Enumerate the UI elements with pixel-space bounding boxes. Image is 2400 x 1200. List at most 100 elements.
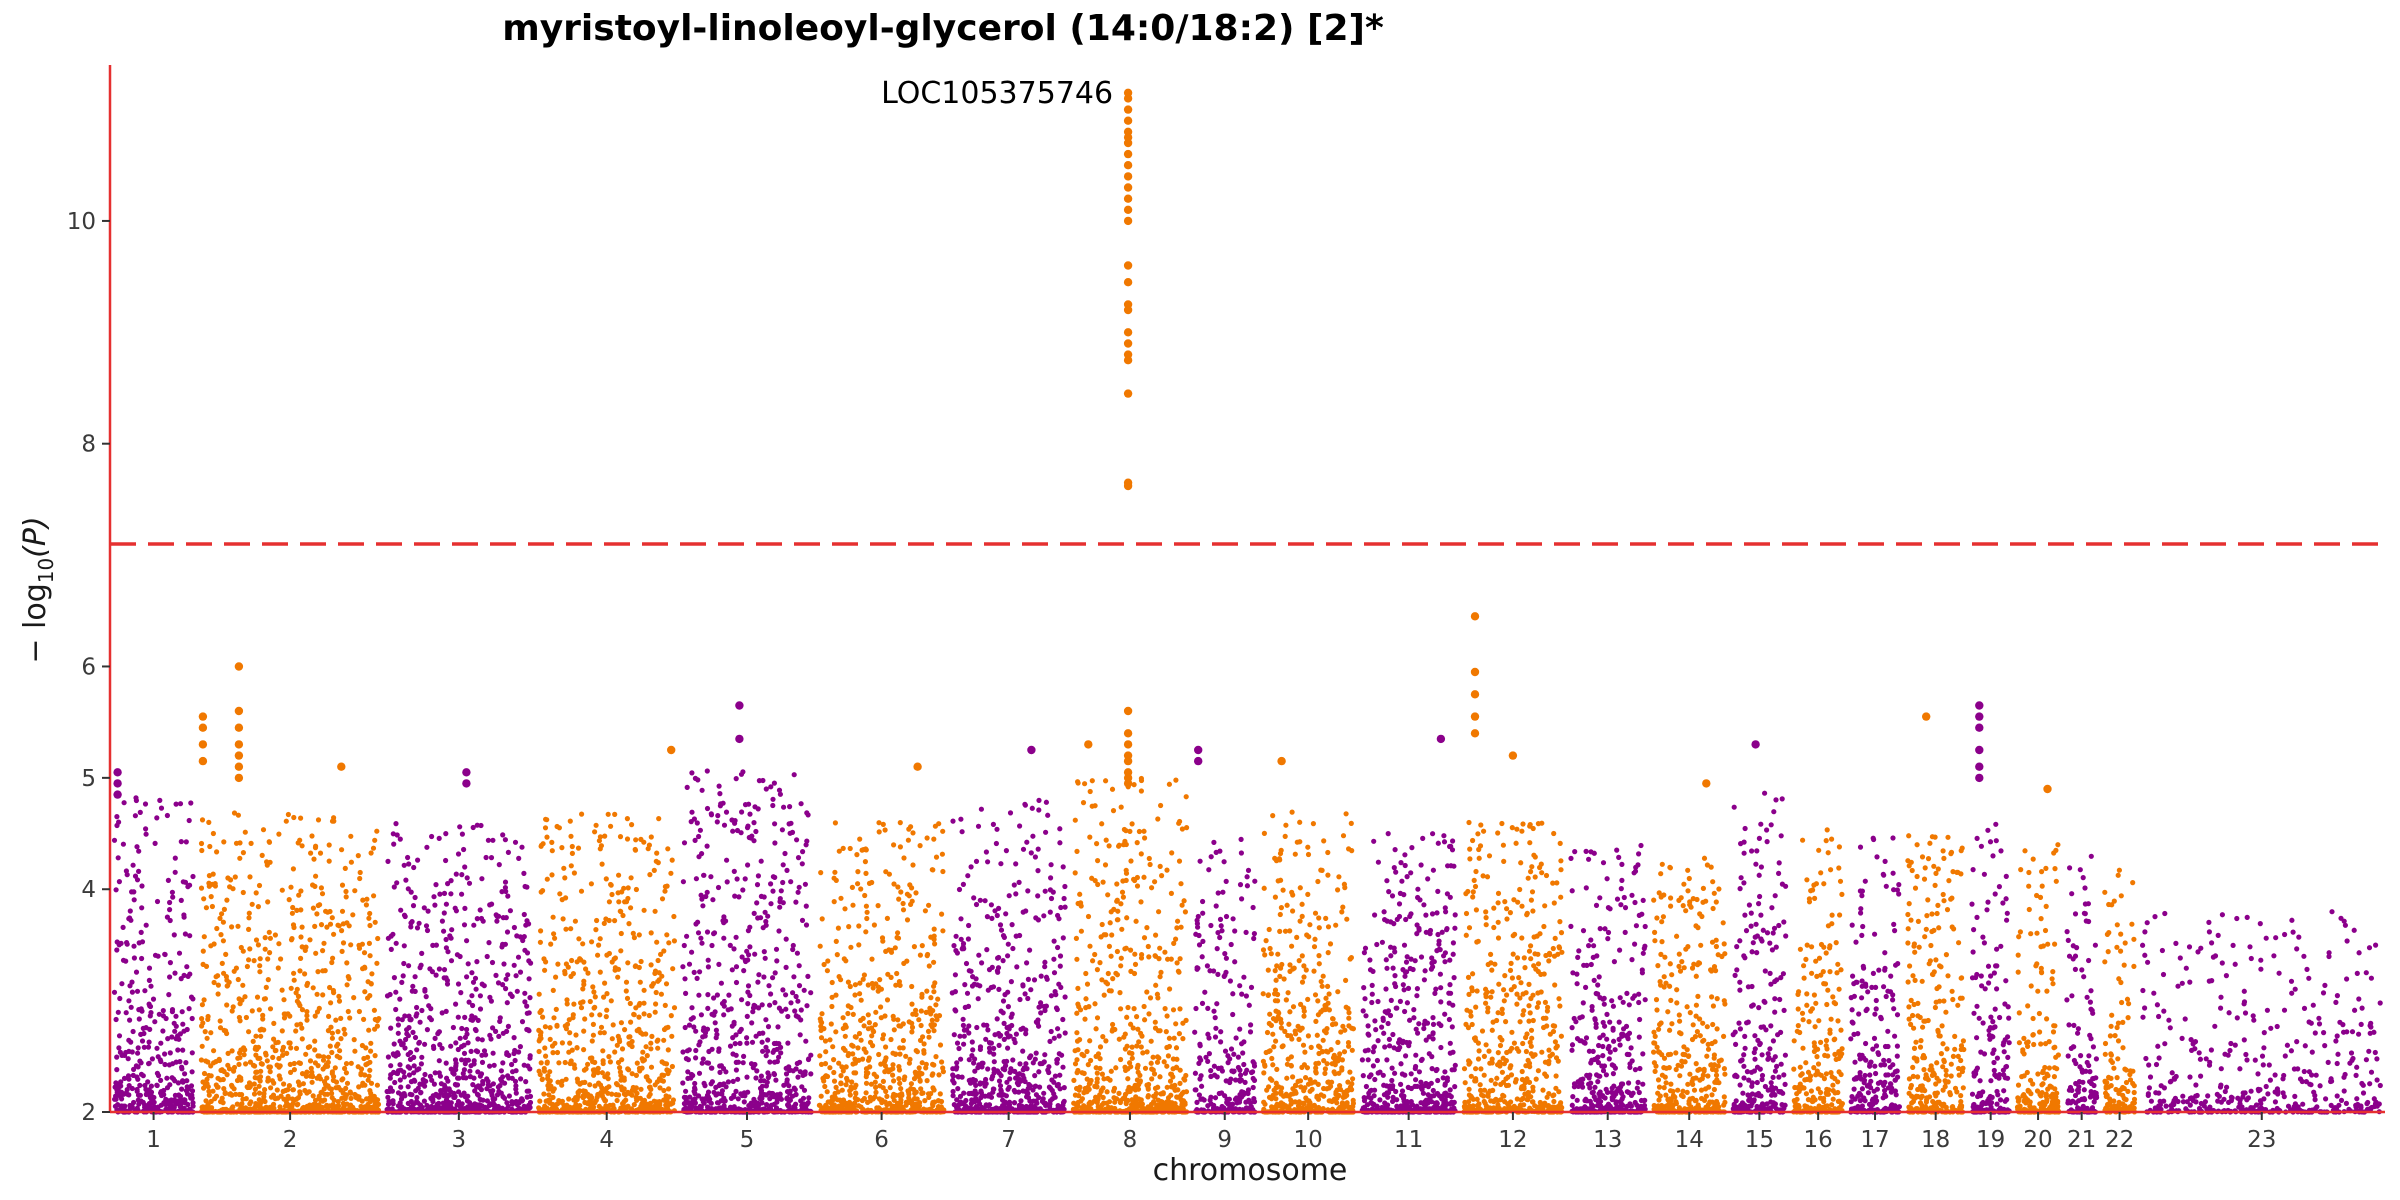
x-tick-label: 23	[2247, 1127, 2276, 1153]
snp-point-chr-8	[1084, 740, 1093, 749]
snp-points-chr-6	[816, 819, 947, 1115]
x-tick-label: 10	[1294, 1127, 1323, 1153]
x-tick-label: 16	[1804, 1127, 1833, 1153]
snp-points-chr-2	[198, 810, 382, 1115]
snp-point-chr-12	[1470, 667, 1480, 677]
snp-point-chr-6	[913, 762, 922, 771]
snp-points-chr-1	[111, 795, 196, 1115]
snp-point-chr-2	[234, 706, 244, 716]
snp-point-chr-19	[1975, 762, 1984, 771]
x-tick-label: 18	[1921, 1127, 1950, 1153]
y-tick-label: 6	[81, 654, 96, 680]
snp-point-chr-8	[1123, 261, 1133, 270]
snp-point-chr-8	[1123, 172, 1133, 181]
snp-point-chr-12	[1508, 751, 1518, 760]
y-tick-label: 2	[81, 1100, 96, 1126]
snp-point-chr-8	[1123, 149, 1133, 159]
snp-points-chr-15	[1730, 790, 1789, 1115]
axes	[108, 65, 2385, 1114]
x-axis-label: chromosome	[1153, 1153, 1348, 1188]
y-axis-label-arg: (P)	[18, 516, 53, 558]
snp-point-chr-4	[667, 745, 676, 755]
snp-point-chr-8	[1123, 105, 1133, 114]
snp-point-chr-19	[1975, 701, 1984, 710]
snp-point-chr-8	[1123, 305, 1133, 315]
y-tick-label: 5	[81, 766, 96, 792]
x-tick-label: 9	[1217, 1127, 1232, 1153]
x-tick-label: 7	[1001, 1127, 1016, 1153]
y-tick-label: 4	[81, 877, 96, 903]
snp-point-chr-2	[337, 762, 346, 771]
snp-point-chr-12	[1470, 729, 1480, 738]
snp-point-chr-2	[198, 712, 208, 721]
snp-point-chr-2	[234, 662, 244, 671]
y-axis-label-main: − log	[18, 583, 53, 663]
snp-point-chr-2	[234, 773, 244, 783]
y-axis-label-subscript: 10	[34, 558, 58, 583]
snp-points-chr-14	[1651, 855, 1728, 1115]
snp-point-chr-8	[1123, 779, 1133, 788]
snp-points-chr-8	[1070, 775, 1190, 1115]
snp-point-chr-2	[198, 740, 208, 749]
snp-point-chr-3	[462, 768, 471, 777]
snp-point-chr-8	[1123, 161, 1133, 170]
snp-point-chr-8	[1123, 729, 1133, 738]
snp-point-chr-8	[1123, 339, 1133, 348]
snp-points-chr-23	[2140, 909, 2383, 1115]
snp-point-chr-14	[1702, 779, 1711, 788]
snp-points-chr-10	[1260, 809, 1357, 1115]
snp-point-chr-12	[1470, 712, 1480, 721]
snp-point-chr-8	[1123, 116, 1133, 125]
snp-point-chr-1	[113, 768, 122, 777]
snp-point-chr-12	[1470, 690, 1480, 699]
snp-point-chr-9	[1194, 756, 1203, 766]
x-tick-label: 14	[1675, 1127, 1704, 1153]
snp-point-chr-8	[1123, 740, 1133, 749]
snp-point-chr-8	[1123, 328, 1133, 337]
snp-point-chr-8	[1123, 756, 1133, 766]
x-tick-label: 22	[2105, 1127, 2134, 1153]
snp-point-chr-12	[1470, 612, 1480, 621]
snp-point-chr-7	[1027, 745, 1036, 755]
snp-point-chr-2	[198, 723, 208, 732]
snp-point-chr-2	[234, 762, 244, 771]
snp-point-chr-9	[1194, 745, 1203, 755]
snp-point-chr-1	[113, 779, 122, 788]
snp-point-chr-15	[1751, 740, 1760, 749]
snp-point-chr-19	[1975, 723, 1984, 732]
snp-point-chr-8	[1123, 389, 1133, 398]
snp-points-chr-17	[1848, 835, 1903, 1115]
x-tick-label: 12	[1498, 1127, 1527, 1153]
snp-points-chr-11	[1359, 830, 1458, 1115]
snp-point-chr-19	[1975, 773, 1984, 783]
snp-point-chr-2	[234, 751, 244, 760]
snp-point-chr-2	[198, 756, 208, 766]
snp-point-chr-10	[1277, 756, 1286, 766]
x-tick-label: 8	[1123, 1127, 1138, 1153]
snp-point-chr-8	[1123, 94, 1133, 103]
snp-points-chr-7	[949, 797, 1068, 1115]
snp-point-chr-11	[1436, 734, 1446, 744]
snp-point-chr-8	[1123, 481, 1133, 491]
snp-point-chr-1	[113, 790, 122, 799]
snp-point-chr-8	[1123, 216, 1133, 226]
x-tick-label: 15	[1745, 1127, 1774, 1153]
snp-points-chr-4	[536, 811, 678, 1115]
x-tick-label: 17	[1860, 1127, 1889, 1153]
chart-title: myristoyl-linoleoyl-glycerol (14:0/18:2)…	[502, 8, 1384, 49]
data-points	[111, 88, 2383, 1115]
snp-point-chr-20	[2043, 784, 2052, 794]
x-tick-label: 4	[599, 1127, 614, 1153]
x-tick-label: 2	[283, 1127, 298, 1153]
snp-points-chr-12	[1461, 819, 1565, 1115]
snp-points-chr-19	[1969, 821, 2012, 1115]
snp-points-chr-3	[384, 820, 534, 1115]
peak-annotation: LOC105375746	[881, 76, 1113, 111]
snp-point-chr-5	[735, 701, 744, 710]
x-tick-label: 6	[874, 1127, 889, 1153]
snp-point-chr-8	[1123, 183, 1133, 192]
snp-points-chr-16	[1791, 827, 1845, 1115]
